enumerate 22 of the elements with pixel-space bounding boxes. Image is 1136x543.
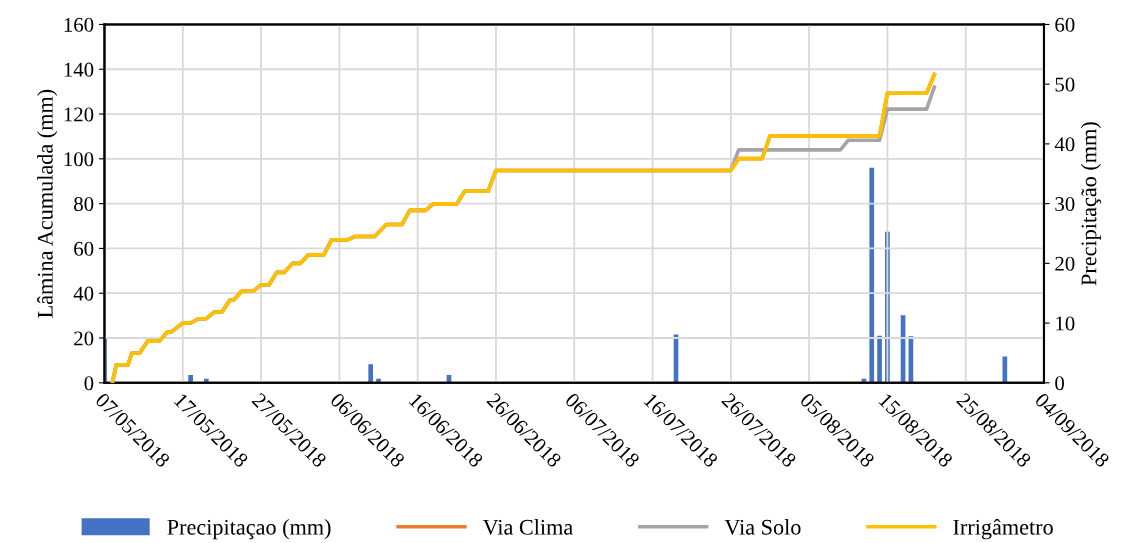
- y2-tick-label: 20: [1055, 256, 1075, 271]
- y-tick-label: 20: [74, 331, 94, 346]
- y-tick-label: 120: [64, 107, 94, 122]
- y-tick-label: 160: [64, 17, 94, 32]
- y-tick-label: 0: [84, 376, 94, 391]
- y2-axis-title: Precipitação (mm): [1080, 122, 1101, 286]
- y-tick-label: 60: [74, 241, 94, 256]
- legend-label: Irrigâmetro: [953, 519, 1053, 540]
- y-tick-label: 40: [73, 286, 94, 301]
- y2-tick-label: 60: [1055, 17, 1075, 32]
- y-tick-label: 100: [64, 152, 94, 167]
- y2-tick-label: 10: [1056, 316, 1075, 331]
- y2-tick-label: 40: [1054, 137, 1075, 152]
- y2-tick-label: 0: [1055, 376, 1065, 391]
- legend-label: Via Clima: [482, 519, 573, 535]
- y-tick-label: 140: [64, 62, 94, 77]
- legend-label: Via Solo: [724, 519, 801, 535]
- y-tick-label: 80: [74, 197, 94, 212]
- y-axis-title: Lâmina Acumulada (mm): [37, 89, 58, 318]
- y2-tick-label: 30: [1055, 197, 1075, 212]
- legend-label: Precipitaçao (mm): [167, 519, 331, 540]
- y2-tick-label: 50: [1055, 77, 1075, 92]
